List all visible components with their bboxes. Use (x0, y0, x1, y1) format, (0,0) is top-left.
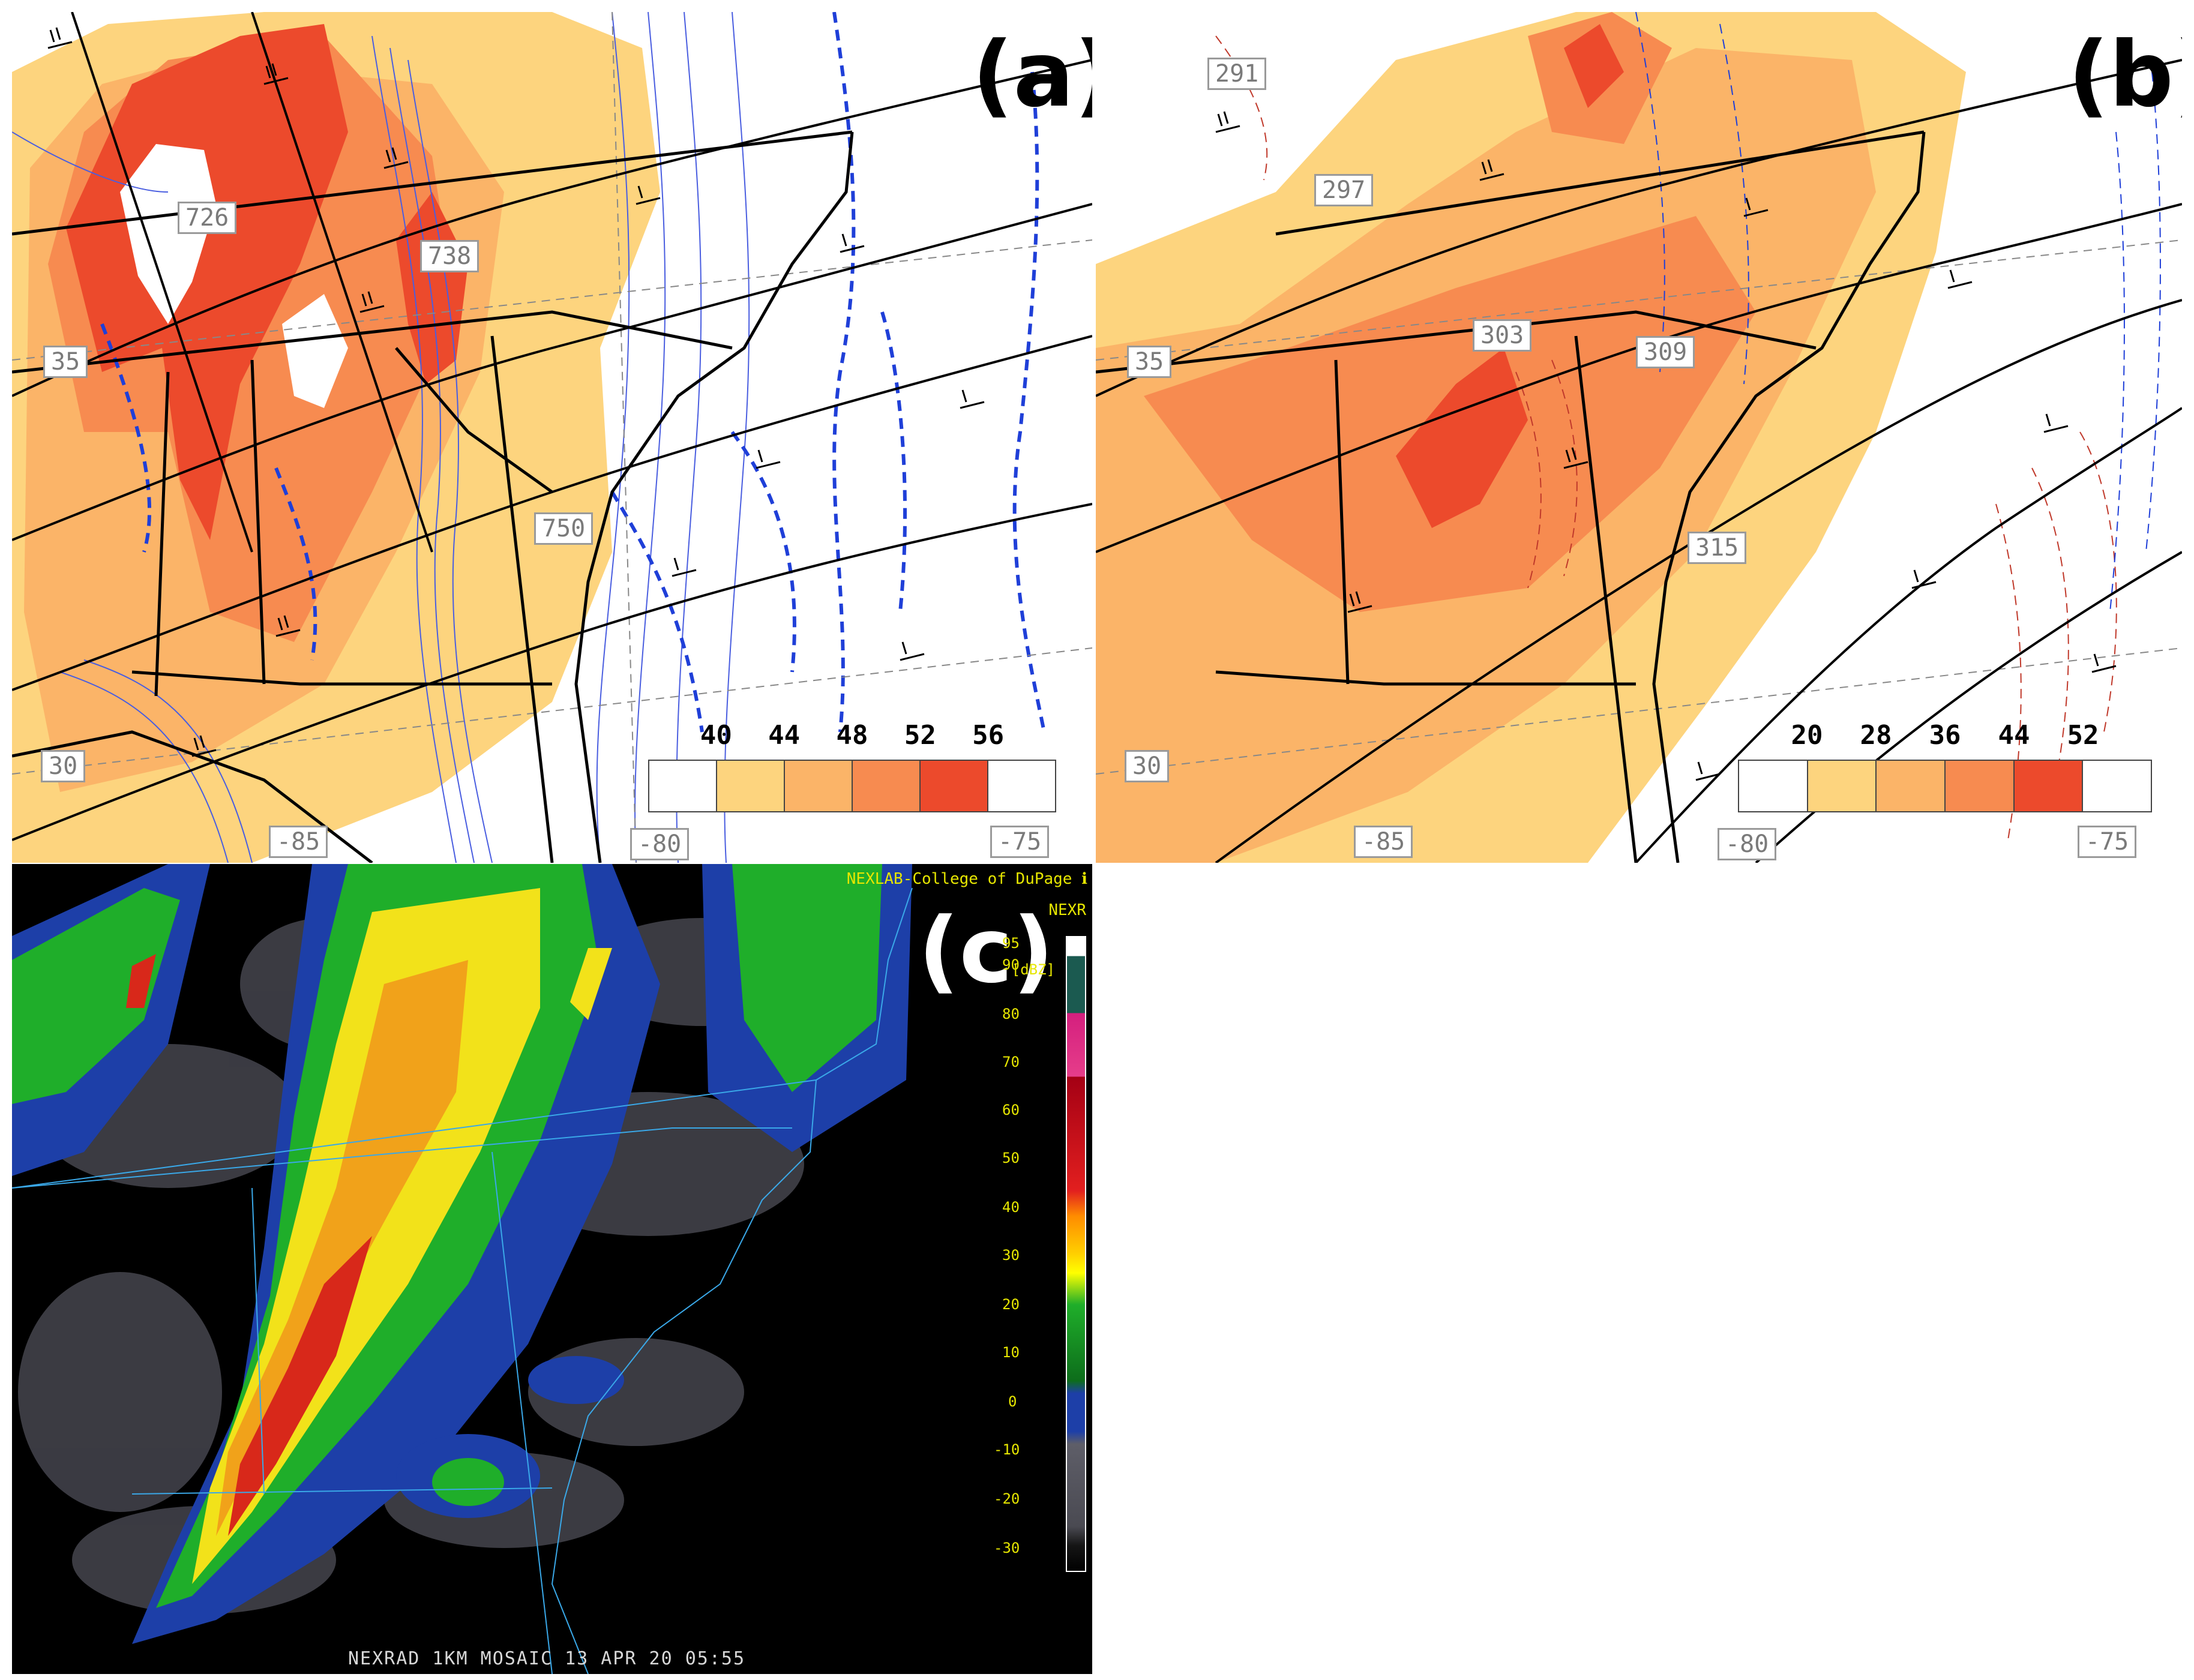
contour-label: 291 (1207, 58, 1267, 90)
contour-label: 738 (420, 240, 479, 272)
colorbar-swatch (1808, 761, 1877, 811)
dbz-tick: -20 (994, 1490, 1020, 1507)
dbz-tick: 50 (1002, 1150, 1020, 1166)
radar-credit: NEXLAB-College of DuPage ℹ (846, 870, 1087, 888)
dbz-tick: -10 (994, 1441, 1020, 1458)
contour-label: 309 (1636, 336, 1695, 368)
shade-band-4 (66, 24, 348, 540)
dbz-tick: 80 (1002, 1006, 1020, 1022)
panel-a-borders (12, 130, 854, 863)
panel-a-blue-contours (12, 12, 750, 863)
dbz-colorbar (1066, 936, 1086, 1572)
lon-label-85: -85 (269, 826, 328, 858)
colorbar-swatch (649, 761, 717, 811)
colorbar-swatch (717, 761, 785, 811)
panel-a-graphics (12, 12, 1092, 863)
shade-white-top (1096, 12, 1336, 228)
contour-label: 726 (178, 202, 237, 234)
panel-b-wind-barbs (1215, 111, 2117, 781)
dbz-tick: 60 (1002, 1102, 1020, 1118)
dbz-tick: 70 (1002, 1054, 1020, 1070)
panel-c-letter: (c) (918, 899, 1054, 1003)
panel-b-dashed-blue (1635, 12, 2161, 613)
shade-band-4 (1396, 348, 1528, 528)
dbz-tick: 10 (1002, 1344, 1020, 1361)
colorbar-tick: 52 (2067, 720, 2099, 751)
lat-label-30: 30 (1125, 750, 1170, 782)
panel-a-black-contours (12, 12, 1092, 841)
dbz-unit-label: [dBZ] (1011, 961, 1055, 978)
contour-label: 750 (534, 512, 594, 545)
panel-b-letter: (b) (2068, 23, 2182, 127)
contour-label: 315 (1688, 532, 1747, 564)
panel-a-letter: (a) (972, 23, 1092, 127)
shade-hole-2 (282, 294, 348, 408)
dbz-tick: 40 (1002, 1199, 1020, 1216)
radar-echo-red (126, 954, 372, 1536)
lon-label-75: -75 (990, 826, 1050, 858)
lon-label-80: -80 (1718, 828, 1777, 860)
dbz-tick: 95 (1002, 935, 1020, 952)
lon-label-85: -85 (1354, 826, 1413, 858)
colorbar-swatch (921, 761, 988, 811)
colorbar-swatch (1739, 761, 1808, 811)
colorbar-tick: 20 (1791, 720, 1823, 751)
lon-label-75: -75 (2078, 826, 2137, 858)
lat-label-30: 30 (41, 750, 86, 782)
colorbar-tick: 44 (768, 720, 801, 751)
colorbar-tick: 40 (700, 720, 732, 751)
panel-a-dashed-contours (100, 12, 1046, 733)
dbz-tick: -30 (994, 1540, 1020, 1556)
radar-footer: NEXRAD 1KM MOSAIC 13 APR 20 05:55 (348, 1648, 746, 1669)
panel-b-grid (1096, 239, 2182, 775)
colorbar-tick: 44 (1998, 720, 2030, 751)
dbz-tick: 20 (1002, 1296, 1020, 1313)
colorbar-swatch (853, 761, 921, 811)
colorbar-swatch (2014, 761, 2084, 811)
panel-b-black-contours (1096, 59, 2182, 863)
colorbar-swatch (2083, 761, 2151, 811)
dbz-tick: 90 (1002, 956, 1020, 973)
colorbar-ticks: 20 28 36 44 52 (1738, 720, 2152, 756)
lat-label-35: 35 (43, 346, 88, 378)
colorbar-tick: 56 (972, 720, 1005, 751)
colorbar-tick: 48 (836, 720, 868, 751)
colorbar-swatch (1946, 761, 2015, 811)
radar-state-borders (12, 887, 913, 1674)
colorbar-tick: 28 (1860, 720, 1892, 751)
panel-a-grid (12, 12, 1092, 863)
panel-b-graphics (1096, 12, 2182, 863)
colorbar-swatch (785, 761, 853, 811)
panel-a-colorbar: 40 44 48 52 56 (648, 720, 1056, 816)
colorbar-tick: 52 (904, 720, 936, 751)
shade-band-4b (1564, 24, 1624, 108)
colorbar-swatch (1877, 761, 1946, 811)
dbz-colorscale (1032, 936, 1090, 1572)
panel-c-graphics (12, 864, 913, 1674)
colorbar-boxes (1738, 760, 2152, 812)
colorbar-ticks: 40 44 48 52 56 (648, 720, 1056, 756)
contour-label: 303 (1473, 319, 1532, 352)
radar-product-tag: NEXR (1048, 901, 1086, 919)
colorbar-swatch (988, 761, 1055, 811)
panel-b-colorbar: 20 28 36 44 52 (1738, 720, 2152, 816)
panel-a-wind-barbs (47, 27, 985, 757)
dbz-tick: 0 (1008, 1393, 1017, 1410)
dbz-tick: 30 (1002, 1247, 1020, 1264)
lat-label-35: 35 (1127, 346, 1172, 378)
colorbar-tick: 36 (1929, 720, 1961, 751)
panel-a-map: (a) 726 738 750 35 30 -85 -80 -75 40 44 … (12, 12, 1092, 863)
panel-b-borders (1096, 130, 1926, 863)
panel-b-map: (b) 291 297 303 309 315 35 30 -85 -80 -7… (1096, 12, 2182, 863)
panel-c-radar: (c) NEXLAB-College of DuPage ℹ NEXR [dBZ… (12, 864, 1092, 1674)
contour-label: 297 (1314, 174, 1374, 206)
colorbar-boxes (648, 760, 1056, 812)
lon-label-80: -80 (630, 828, 690, 860)
